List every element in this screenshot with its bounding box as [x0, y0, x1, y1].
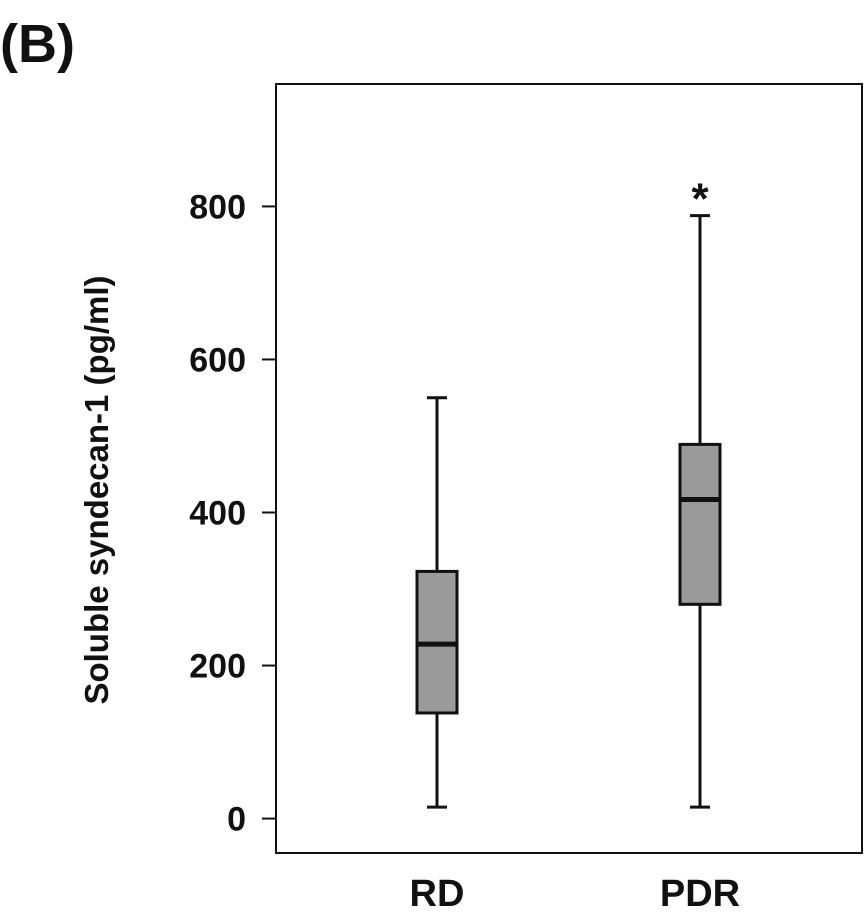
iqr-box	[678, 442, 722, 606]
box-rd	[415, 396, 459, 809]
panel-label: (B)	[0, 14, 75, 74]
y-axis-label: Soluble syndecan-1 (pg/ml)	[78, 275, 115, 704]
y-tick-label: 600	[189, 341, 246, 379]
x-tick-label: RD	[410, 873, 465, 914]
x-axis: RD PDR	[410, 873, 741, 915]
box-pdr: *	[678, 175, 722, 809]
y-axis: 0 200 400 600 800	[189, 188, 276, 839]
significance-marker: *	[691, 175, 709, 224]
x-tick-label: PDR	[660, 873, 740, 914]
y-tick-label: 0	[227, 801, 246, 839]
y-tick-label: 400	[189, 494, 246, 532]
y-tick-label: 200	[189, 648, 246, 686]
plot-frame	[275, 83, 863, 854]
box-series: *	[415, 175, 722, 809]
y-tick-label: 800	[189, 188, 246, 226]
